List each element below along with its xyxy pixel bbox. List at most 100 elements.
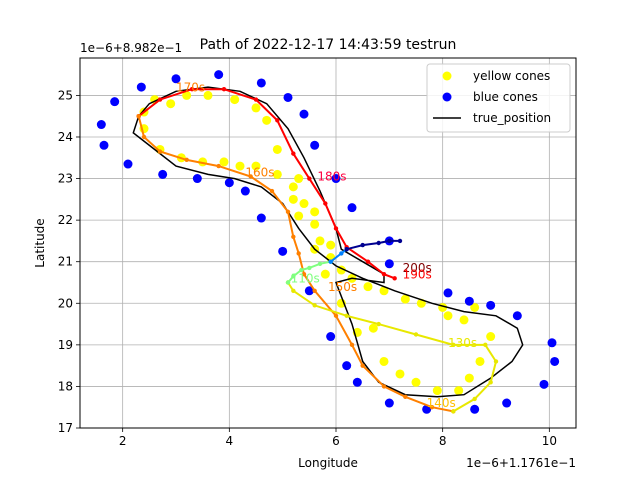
yellow-cones-point [166, 99, 176, 109]
path-point [317, 261, 323, 266]
y-tick-label: 20 [58, 296, 73, 310]
yellow-cones-point [251, 103, 261, 113]
path-point [365, 259, 371, 264]
path-point [307, 176, 312, 181]
yellow-cones-point [443, 311, 453, 321]
path-point [291, 274, 296, 279]
yellow-cones-point [363, 282, 373, 292]
blue-cones-point [136, 82, 146, 92]
path-point [136, 114, 141, 119]
y-offset-label: 1e−6+8.982e−1 [80, 41, 182, 55]
blue-cones-point [299, 109, 309, 119]
yellow-cones-point [310, 207, 320, 217]
blue-cones-point [331, 174, 341, 184]
yellow-cones-point [294, 211, 304, 221]
path-point [333, 226, 339, 231]
yellow-cones-point [262, 115, 272, 125]
x-offset-label: 1e−6+1.1761e−1 [466, 456, 576, 470]
path-point [344, 247, 349, 252]
blue-cones-point [384, 398, 394, 408]
path-point [312, 303, 317, 308]
path-point [291, 151, 296, 156]
path-point [307, 265, 312, 271]
path-point [285, 209, 291, 215]
y-tick-label: 18 [58, 379, 73, 393]
blue-cones-point [502, 398, 512, 408]
path-point [269, 188, 275, 194]
y-tick-label: 22 [58, 213, 73, 227]
blue-cones-point [470, 404, 480, 414]
yellow-cones-point [379, 286, 389, 296]
yellow-cones-point [411, 377, 421, 387]
chart-title: Path of 2022-12-17 14:43:59 testrun [200, 37, 457, 53]
path-point [413, 332, 419, 337]
path-point [339, 251, 344, 256]
plot-frame [79, 57, 577, 429]
blue-cones-point [326, 332, 336, 342]
blue-cones-point [384, 259, 394, 269]
yellow-cones-point [299, 199, 309, 209]
path-point [328, 259, 333, 264]
path-point [397, 238, 403, 244]
yellow-cones-point [326, 240, 336, 250]
blue-cones-point [256, 213, 266, 223]
path-point [451, 342, 456, 348]
y-axis-label: Latitude [33, 218, 47, 267]
blue-cones-point [158, 169, 168, 179]
path-point [275, 118, 280, 123]
yellow-cones-point [288, 182, 298, 192]
blue-cones-point [512, 311, 522, 321]
path-point [376, 240, 381, 246]
path-point [387, 238, 392, 244]
blue-cones-point [240, 186, 250, 196]
x-tick-label: 2 [119, 434, 127, 448]
legend-marker [442, 92, 452, 102]
path-segment [287, 281, 498, 413]
path-point [381, 384, 387, 389]
time-annotation: 200s [403, 261, 432, 275]
legend-entry-label: blue cones [473, 90, 538, 104]
yellow-cones-point [251, 161, 261, 171]
path-point [483, 342, 488, 348]
time-annotation: 110s [291, 271, 320, 285]
yellow-cones-point [464, 373, 474, 383]
yellow-cones-point [475, 356, 485, 366]
path-point [360, 363, 365, 368]
blue-cones-point [192, 174, 202, 184]
yellow-cones-point [310, 219, 320, 229]
legend-entry-label: true_position [473, 111, 551, 125]
yellow-cones-point [320, 269, 330, 279]
blue-cones-point [283, 92, 293, 102]
path-point [312, 288, 317, 294]
yellow-cones-point [272, 169, 282, 179]
x-tick-label: 6 [332, 434, 340, 448]
y-tick-label: 24 [58, 130, 73, 144]
yellow-cones-point [486, 332, 496, 342]
time-annotation: 150s [328, 280, 357, 294]
blue-cones-point [96, 120, 106, 130]
path-point [451, 409, 456, 414]
blue-cones-point [486, 300, 496, 310]
blue-cones-point [256, 78, 266, 88]
path-point [349, 342, 355, 348]
x-axis-label: Longitude [298, 456, 358, 470]
time-annotation: 170s [176, 80, 205, 94]
path-point [360, 242, 365, 248]
path-point [141, 134, 147, 140]
path-point [253, 97, 259, 102]
yellow-cones-point [400, 294, 410, 304]
blue-cones-point [539, 379, 549, 389]
x-tick-label: 10 [542, 434, 557, 448]
path-point [157, 149, 163, 154]
legend-box [426, 63, 571, 133]
path-point [429, 405, 435, 410]
y-tick-label: 21 [58, 255, 73, 269]
y-tick-label: 25 [58, 88, 73, 102]
time-annotation: 190s [403, 267, 432, 281]
path-point [299, 267, 304, 273]
blue-cones-point [304, 286, 314, 296]
yellow-cones-point [203, 90, 213, 100]
y-tick-label: 23 [58, 172, 73, 186]
